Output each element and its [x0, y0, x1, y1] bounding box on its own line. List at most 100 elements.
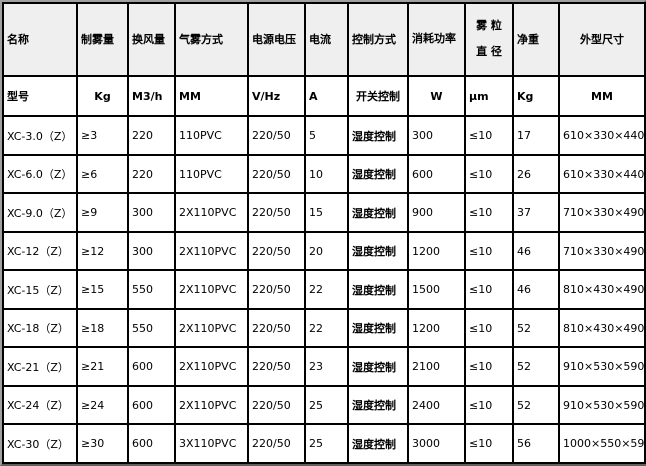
- table-row-cell: XC-24（Z）: [2, 384, 78, 426]
- table-row-cell: 2X110PVC: [174, 346, 249, 387]
- table-row-cell: 37: [512, 192, 560, 233]
- table-row-cell: ≥9: [76, 192, 129, 233]
- table-row-cell: 2X110PVC: [174, 307, 249, 349]
- table-row-cell: 220/50: [247, 192, 306, 233]
- table-row-cell: 110PVC: [174, 153, 249, 195]
- header-row-cell: 电流: [304, 2, 349, 77]
- table-row-cell: 1500: [407, 269, 466, 310]
- table-row-cell: 湿度控制: [347, 153, 409, 195]
- table-row-cell: ≤10: [464, 192, 514, 233]
- table-row-cell: XC-18（Z）: [2, 307, 78, 349]
- table-row-cell: 2100: [407, 346, 466, 387]
- table-row-cell: 15: [304, 192, 349, 233]
- table-row-cell: 110PVC: [174, 115, 249, 156]
- table-row-cell: 220/50: [247, 346, 306, 387]
- table-row-cell: ≥6: [76, 153, 129, 195]
- table-row-cell: 220: [127, 115, 176, 156]
- table-row-cell: ≤10: [464, 153, 514, 195]
- table-row-cell: 23: [304, 346, 349, 387]
- table-row-cell: 810×430×490: [558, 307, 646, 349]
- table-row-cell: 600: [407, 153, 466, 195]
- table-row-cell: 3X110PVC: [174, 423, 249, 464]
- table-row-cell: ≤10: [464, 346, 514, 387]
- table-row-cell: 2X110PVC: [174, 230, 249, 272]
- table-row-cell: 610×330×440: [558, 153, 646, 195]
- units-row-cell: MM: [174, 74, 249, 118]
- units-row-cell: V/Hz: [247, 74, 306, 118]
- header-row-cell: 控制方式: [347, 2, 409, 77]
- header-row: 名称 制雾量 换风量 气雾方式 电源电压 电流 控制方式 消耗功率雾 粒 直 径净重 外型尺寸: [2, 2, 646, 77]
- table-row-cell: XC-3.0（Z）: [2, 115, 78, 156]
- units-row-cell: 型号: [2, 74, 78, 118]
- table-row-cell: 20: [304, 230, 349, 272]
- table-row: XC-3.0（Z） ≥3 220 110PVC 220/50 5 湿度控制 300 ≤10 17 6…: [2, 115, 646, 156]
- table-row-cell: 46: [512, 269, 560, 310]
- units-row-cell: Kg: [512, 74, 560, 118]
- table-row-cell: 550: [127, 307, 176, 349]
- table-row-cell: 10: [304, 153, 349, 195]
- table-row-cell: ≥30: [76, 423, 129, 464]
- table-row-cell: XC-15（Z）: [2, 269, 78, 310]
- table-row-cell: 52: [512, 307, 560, 349]
- units-row-cell: 开关控制: [347, 74, 409, 118]
- table-row-cell: 2X110PVC: [174, 384, 249, 426]
- header-row-cell: 电源电压: [247, 2, 306, 77]
- table-row-cell: 550: [127, 269, 176, 310]
- table-row-cell: ≤10: [464, 307, 514, 349]
- table-row: XC-30（Z） ≥30 600 3X110PVC 220/50 25 湿度控制 3000 ≤1…: [2, 423, 646, 464]
- table-row-cell: 2X110PVC: [174, 192, 249, 233]
- header-row-cell: 外型尺寸: [558, 2, 646, 77]
- table-row-cell: 26: [512, 153, 560, 195]
- header-row-cell: 气雾方式: [174, 2, 249, 77]
- table-row: XC-21（Z） ≥21 600 2X110PVC 220/50 23 湿度控制 2100 ≤1…: [2, 346, 646, 387]
- header-row-cell: 消耗功率: [407, 2, 466, 77]
- table-row-cell: 1200: [407, 230, 466, 272]
- table-row-cell: ≥3: [76, 115, 129, 156]
- units-row-cell: M3/h: [127, 74, 176, 118]
- table-row: XC-6.0（Z） ≥6 220 110PVC 220/50 10 湿度控制 600 ≤10 26…: [2, 153, 646, 195]
- table-row-cell: 910×530×590: [558, 384, 646, 426]
- table-row-cell: XC-12（Z）: [2, 230, 78, 272]
- header-row-cell: 换风量: [127, 2, 176, 77]
- table-row-cell: 湿度控制: [347, 423, 409, 464]
- table-row-cell: 52: [512, 346, 560, 387]
- table-row-cell: 46: [512, 230, 560, 272]
- table-row-cell: ≤10: [464, 423, 514, 464]
- table-row-cell: ≤10: [464, 230, 514, 272]
- table-row-cell: 22: [304, 307, 349, 349]
- units-row-cell: W: [407, 74, 466, 118]
- table-row-cell: 710×330×490: [558, 192, 646, 233]
- table-row-cell: ≥24: [76, 384, 129, 426]
- table-row-cell: 710×330×490: [558, 230, 646, 272]
- table-row-cell: 湿度控制: [347, 115, 409, 156]
- table-row-cell: 600: [127, 346, 176, 387]
- table-row: XC-9.0（Z） ≥9 300 2X110PVC 220/50 15 湿度控制 900 ≤10…: [2, 192, 646, 233]
- header-row-cell: 名称: [2, 2, 78, 77]
- units-row-cell: Kg: [76, 74, 129, 118]
- table-row-cell: ≤10: [464, 384, 514, 426]
- units-row-cell: μm: [464, 74, 514, 118]
- table-row-cell: 25: [304, 423, 349, 464]
- table-row-cell: 2400: [407, 384, 466, 426]
- table-row-cell: XC-9.0（Z）: [2, 192, 78, 233]
- table-row-cell: ≥21: [76, 346, 129, 387]
- table-row-cell: 600: [127, 423, 176, 464]
- table-row: XC-18（Z） ≥18 550 2X110PVC 220/50 22 湿度控制 1200 ≤1…: [2, 307, 646, 349]
- table-row-cell: 22: [304, 269, 349, 310]
- table-row-cell: 220/50: [247, 269, 306, 310]
- table-row-cell: 300: [127, 192, 176, 233]
- table-row-cell: 17: [512, 115, 560, 156]
- table-row-cell: 湿度控制: [347, 307, 409, 349]
- header-row-cell: 雾 粒 直 径: [464, 2, 514, 77]
- table-row-cell: ≥15: [76, 269, 129, 310]
- table-row-cell: ≥18: [76, 307, 129, 349]
- table-row-cell: ≤10: [464, 269, 514, 310]
- table-row-cell: XC-21（Z）: [2, 346, 78, 387]
- table-row-cell: 220/50: [247, 153, 306, 195]
- table-row-cell: 湿度控制: [347, 269, 409, 310]
- table-row-cell: 3000: [407, 423, 466, 464]
- table-row-cell: ≥12: [76, 230, 129, 272]
